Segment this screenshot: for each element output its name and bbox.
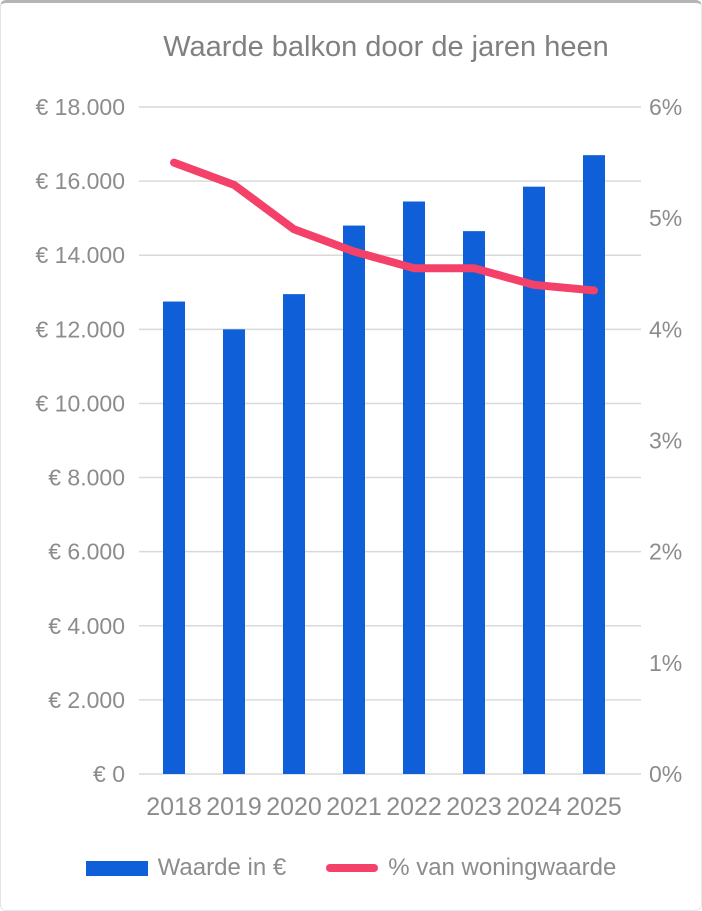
x-axis-label: 2021 (326, 793, 382, 821)
bar-2019 (223, 329, 245, 774)
y-axis-label-right: 2% (649, 539, 682, 565)
y-axis-label-left: € 14.000 (35, 242, 125, 268)
x-axis-label: 2022 (386, 793, 442, 821)
chart-title: Waarde balkon door de jaren heen (163, 31, 609, 63)
y-axis-label-right: 4% (649, 316, 682, 342)
y-axis-label-right: 6% (649, 94, 682, 120)
percentage-line (170, 158, 598, 295)
y-axis-label-left: € 4.000 (48, 613, 125, 639)
y-axis-label-left: € 8.000 (48, 465, 125, 491)
x-axis-label: 2025 (566, 793, 622, 821)
bar-2024 (523, 186, 545, 775)
x-axis-label: 2023 (446, 793, 502, 821)
y-axis-label-left: € 18.000 (35, 94, 125, 120)
x-axis-label: 2020 (266, 793, 322, 821)
y-axis-label-left: € 12.000 (35, 316, 125, 342)
y-axis-label-left: € 0 (93, 761, 125, 787)
x-axis-label: 2024 (506, 793, 562, 821)
x-axis-label: 2019 (206, 793, 262, 821)
legend-item-waarde: Waarde in € (85, 854, 287, 882)
y-axis-label-left: € 2.000 (48, 687, 125, 713)
legend-item-percentage: % van woningwaarde (326, 854, 616, 882)
y-axis-label-left: € 6.000 (48, 539, 125, 565)
y-axis-label-right: 5% (649, 205, 682, 231)
legend-label-waarde: Waarde in € (157, 854, 287, 881)
chart-legend: Waarde in € % van woningwaarde (1, 854, 701, 882)
chart-canvas: € 0 € 2.000 € 4.000 € 6.000 € 8.000 € 10.000 €… (35, 94, 682, 821)
bar-2025 (583, 155, 605, 774)
y-axis-label-right: 3% (649, 428, 682, 454)
bar-2021 (343, 225, 365, 775)
legend-label-percentage: % van woningwaarde (388, 854, 617, 881)
bar-2023 (463, 231, 485, 774)
bar-2020 (283, 294, 305, 774)
bar-2022 (403, 201, 425, 774)
bar-series-swatch (85, 860, 148, 876)
y-axis-label-left: € 16.000 (35, 168, 125, 194)
line-series-swatch (326, 864, 379, 872)
y-axis-label-right: 0% (649, 761, 682, 787)
y-axis-label-right: 1% (649, 650, 682, 676)
x-axis-label: 2018 (146, 793, 202, 821)
y-axis-label-left: € 10.000 (35, 390, 125, 416)
bar-2018 (163, 301, 185, 774)
